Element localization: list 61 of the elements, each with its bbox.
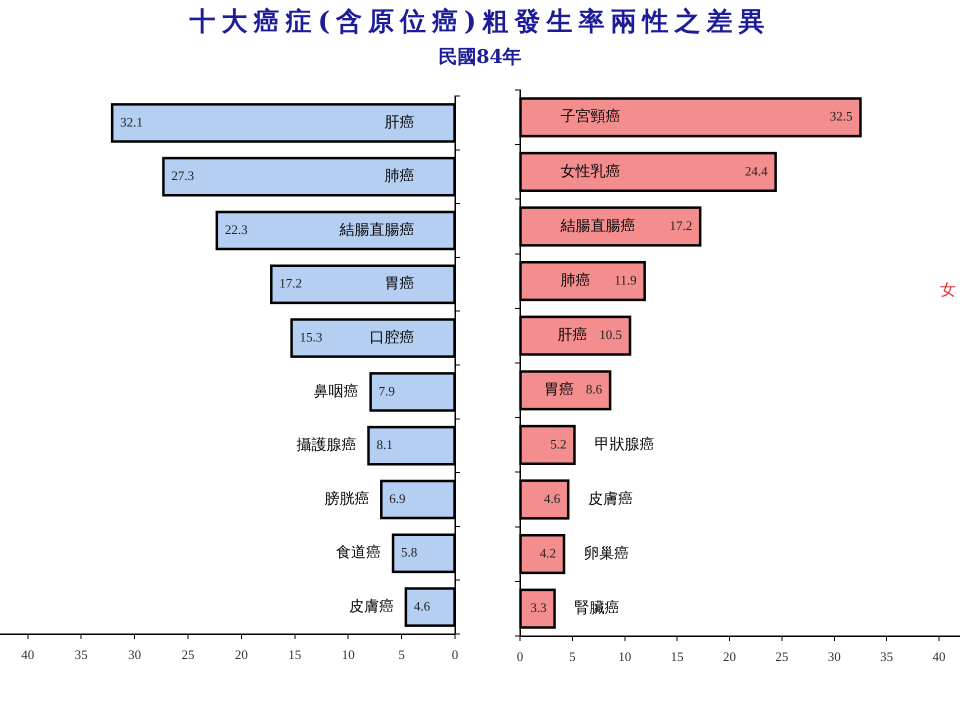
data-label: 15.3 xyxy=(300,330,322,345)
x-tick-label: 0 xyxy=(516,649,524,664)
x-tick-label: 15 xyxy=(670,649,684,664)
data-label: 27.3 xyxy=(171,168,194,184)
y-tick-label: 結腸直腸癌 xyxy=(560,216,636,234)
data-label: 4.6 xyxy=(544,490,561,506)
data-label: 8.1 xyxy=(376,437,393,452)
y-tick-label: 鼻咽癌 xyxy=(314,382,359,400)
data-label: 4.2 xyxy=(540,546,556,561)
y-tick-label: 皮膚癌 xyxy=(348,596,394,615)
chart-title: 十大癌症(含原位癌)粗發生率兩性之差異 xyxy=(188,6,772,39)
y-tick-label: 皮膚癌 xyxy=(588,489,634,508)
data-label: 10.5 xyxy=(599,327,622,342)
data-label: 17.2 xyxy=(279,276,302,291)
x-tick-label: 10 xyxy=(342,647,355,662)
x-tick-label: 40 xyxy=(932,649,946,664)
data-label: 24.4 xyxy=(744,163,768,178)
data-label: 32.5 xyxy=(830,108,852,124)
y-tick-label: 肝癌 xyxy=(384,112,414,131)
y-tick-label: 卵巢癌 xyxy=(584,544,629,562)
x-tick-label: 30 xyxy=(128,647,142,662)
x-tick-label: 5 xyxy=(569,649,576,664)
x-tick-label: 20 xyxy=(723,649,736,664)
data-label: 8.6 xyxy=(586,382,603,397)
y-tick-label: 腎臟癌 xyxy=(574,598,620,617)
y-tick-label: 女性乳癌 xyxy=(560,162,620,180)
y-tick-label: 甲狀腺癌 xyxy=(594,434,654,453)
chart-subtitle: 民國84年 xyxy=(437,45,523,70)
data-label: 5.8 xyxy=(401,544,418,560)
y-tick-label: 結腸直腸癌 xyxy=(338,220,414,238)
x-tick-label: 35 xyxy=(74,647,88,662)
y-tick-label: 肺癌 xyxy=(560,270,590,289)
x-tick-label: 40 xyxy=(21,647,34,662)
data-label: 3.3 xyxy=(530,600,547,616)
x-tick-label: 0 xyxy=(452,647,458,662)
x-tick-label: 10 xyxy=(618,649,632,664)
y-tick-label: 食道癌 xyxy=(336,543,382,562)
y-tick-label: 膀胱癌 xyxy=(324,489,370,508)
y-tick-label: 子宮頸癌 xyxy=(560,107,620,126)
x-tick-label: 5 xyxy=(398,647,405,662)
annotation: 女 xyxy=(940,280,956,301)
data-label: 17.2 xyxy=(669,218,692,233)
x-tick-label: 30 xyxy=(828,649,841,664)
x-tick-label: 25 xyxy=(181,647,194,662)
y-tick-label: 胃癌 xyxy=(384,274,414,292)
x-tick-label: 25 xyxy=(775,649,788,664)
y-tick-label: 胃癌 xyxy=(544,380,574,398)
data-label: 4.6 xyxy=(414,598,431,614)
y-tick-label: 肺癌 xyxy=(384,166,414,185)
y-tick-label: 攝護腺癌 xyxy=(296,436,356,454)
data-label: 32.1 xyxy=(120,114,143,130)
data-label: 7.9 xyxy=(378,383,395,398)
data-label: 22.3 xyxy=(224,222,248,237)
y-tick-label: 口腔癌 xyxy=(370,328,414,346)
x-tick-label: 15 xyxy=(288,647,302,662)
x-tick-label: 20 xyxy=(234,647,248,662)
x-tick-label: 35 xyxy=(880,649,894,664)
data-label: 5.2 xyxy=(550,436,566,452)
data-label: 11.9 xyxy=(614,272,637,288)
data-label: 6.9 xyxy=(389,490,406,506)
y-tick-label: 肝癌 xyxy=(557,326,588,344)
